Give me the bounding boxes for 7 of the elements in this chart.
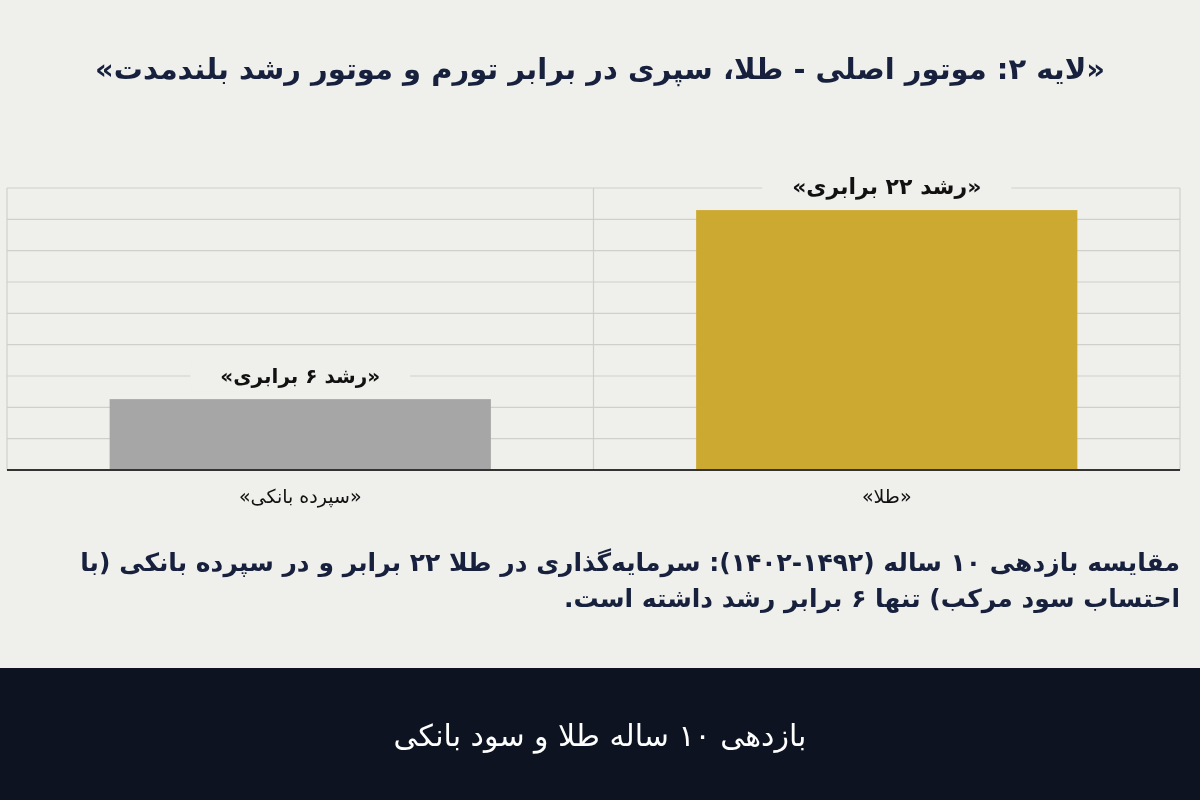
data-label: «رشد ۶ برابری» (220, 363, 381, 388)
chart-title: «لایه ۲: موتور اصلی - طلا، سپری در برابر تورم و موتور رشد بلندمدت» (94, 52, 1106, 86)
data-label: «رشد ۲۲ برابری» (792, 174, 982, 201)
x-tick-label: «طلا» (861, 484, 912, 507)
x-tick-label: «سپرده بانکی» (238, 484, 362, 508)
text: بازدهی ۱۰ ساله طلا و سود بانکی (392, 718, 808, 753)
text: مقایسه بازدهی ۱۰ ساله (۱۴۹۲-۱۴۰۲): سرمایه‌گذاری در طلا ۲۲ برابر و در سپرده بانکی (با احتساب سود مرکب) تنها ۶ برابر رشد داشته است. (79, 547, 1180, 616)
